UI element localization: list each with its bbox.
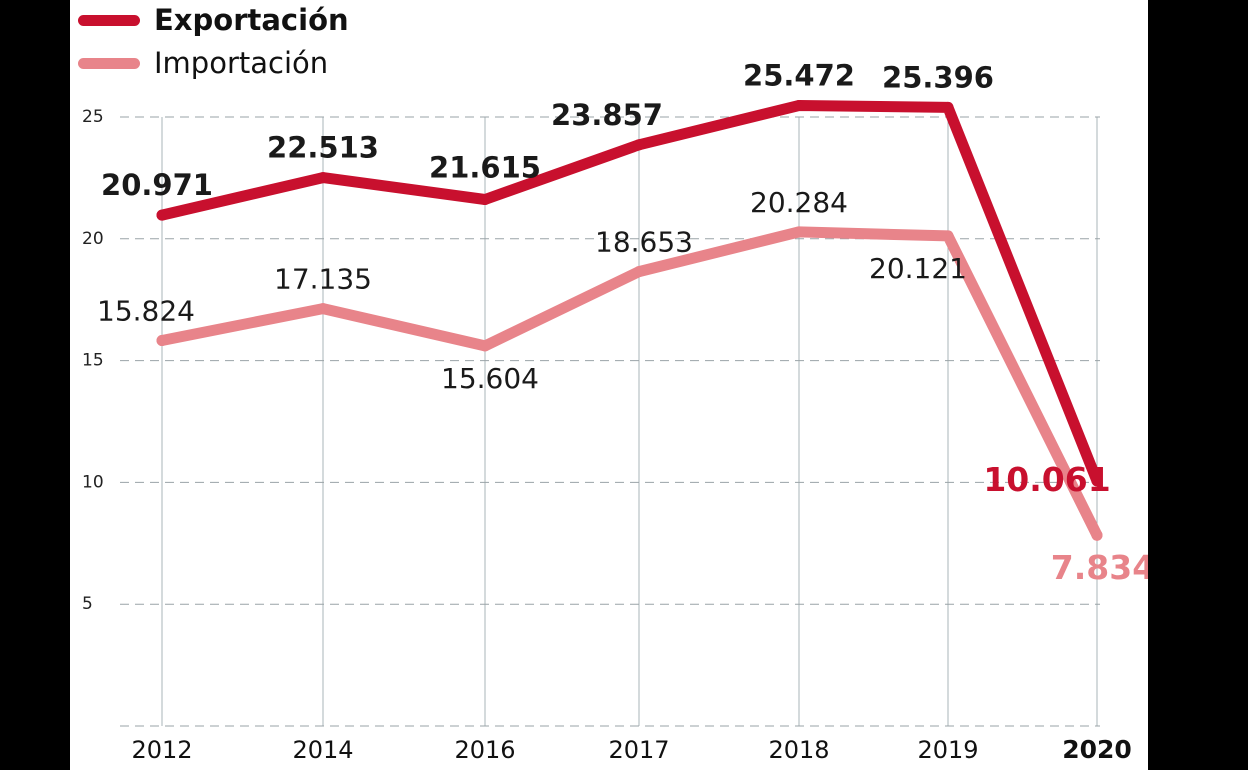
x-tick-label: 2014 — [292, 736, 353, 764]
line-chart: 5 10 15 20 25 2012 2014 2016 2017 2018 2019 2020 20.… — [82, 59, 1148, 764]
data-point-importacion — [633, 266, 645, 278]
x-tick-label: 2012 — [131, 736, 192, 764]
data-label-exportacion: 20.971 — [101, 168, 213, 202]
data-point-exportacion — [633, 139, 645, 151]
data-label-exportacion: 25.396 — [882, 60, 994, 94]
x-tick-label: 2016 — [454, 736, 515, 764]
data-label-importacion: 17.135 — [274, 263, 372, 296]
data-point-exportacion — [479, 194, 491, 205]
data-point-importacion — [942, 230, 954, 242]
data-point-exportacion — [156, 209, 168, 221]
data-label-exportacion: 22.513 — [267, 131, 379, 165]
data-point-importacion — [317, 303, 329, 315]
y-tick-label: 15 — [82, 351, 104, 371]
x-tick-label: 2017 — [608, 736, 669, 764]
data-point-importacion — [793, 226, 805, 238]
data-label-exportacion: 23.857 — [551, 98, 663, 132]
data-label-importacion: 15.604 — [441, 362, 539, 395]
data-point-exportacion — [317, 172, 329, 184]
y-tick-label: 10 — [82, 472, 104, 492]
data-label-importacion: 15.824 — [97, 295, 195, 328]
legend-item-exportacion: Exportación — [78, 0, 349, 40]
data-label-exportacion: 10.061 — [983, 460, 1110, 499]
chart-panel: Exportación Importación 5 10 15 20 25 2012 201… — [70, 0, 1148, 770]
legend-swatch-importacion — [78, 57, 140, 69]
y-tick-label: 25 — [82, 107, 104, 127]
legend-label-exportacion: Exportación — [154, 3, 349, 37]
legend-swatch-exportacion — [78, 14, 140, 26]
y-tick-label: 20 — [82, 229, 104, 249]
data-label-exportacion: 21.615 — [429, 150, 541, 184]
x-tick-label: 2018 — [768, 736, 829, 764]
data-point-exportacion — [793, 100, 805, 111]
data-point-exportacion — [1091, 475, 1103, 487]
legend-item-importacion: Importación — [78, 43, 328, 83]
y-tick-label: 5 — [82, 594, 93, 614]
x-tick-label: 2020 — [1062, 735, 1132, 764]
data-point-importacion — [479, 340, 491, 352]
data-point-importacion — [156, 335, 168, 346]
data-label-importacion: 20.284 — [750, 186, 848, 219]
data-point-importacion — [1091, 529, 1103, 541]
data-label-importacion: 18.653 — [595, 226, 693, 259]
data-label-importacion: 7.834 — [1051, 548, 1148, 587]
legend-label-importacion: Importación — [154, 46, 329, 80]
data-label-importacion: 20.121 — [869, 252, 967, 285]
data-label-exportacion: 25.472 — [743, 59, 855, 93]
data-point-exportacion — [942, 101, 954, 113]
x-tick-label: 2019 — [917, 736, 978, 764]
